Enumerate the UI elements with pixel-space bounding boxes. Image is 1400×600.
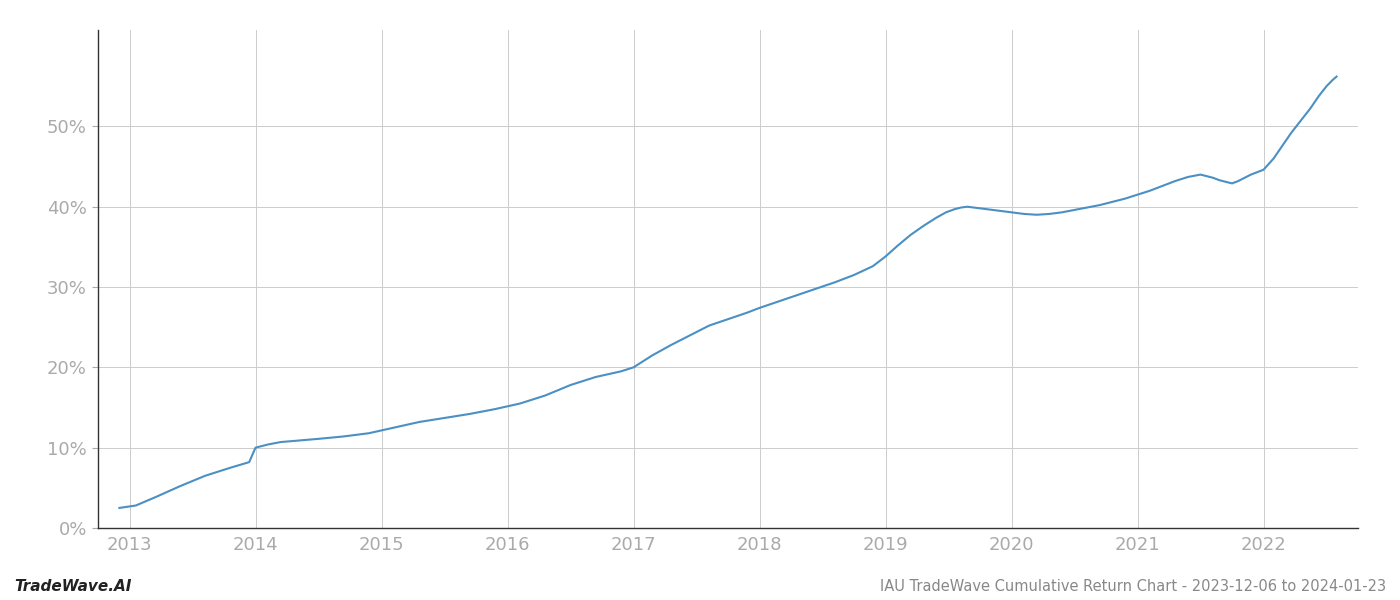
Text: TradeWave.AI: TradeWave.AI bbox=[14, 579, 132, 594]
Text: IAU TradeWave Cumulative Return Chart - 2023-12-06 to 2024-01-23: IAU TradeWave Cumulative Return Chart - … bbox=[879, 579, 1386, 594]
